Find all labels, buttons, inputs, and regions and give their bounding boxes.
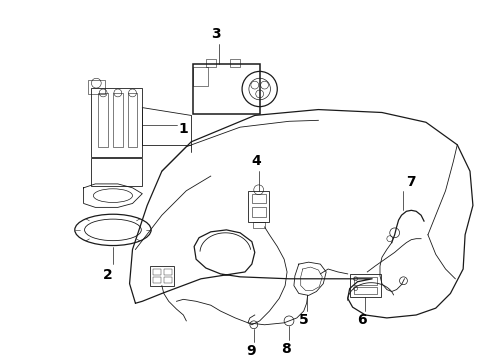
Bar bbox=[153, 277, 161, 283]
Bar bbox=[92, 88, 142, 157]
Bar bbox=[150, 266, 173, 285]
Bar bbox=[248, 191, 270, 222]
Text: 7: 7 bbox=[406, 175, 416, 189]
Text: 9: 9 bbox=[246, 344, 256, 358]
Bar bbox=[164, 269, 171, 275]
Bar bbox=[127, 93, 137, 147]
Bar bbox=[252, 194, 266, 203]
Bar bbox=[206, 59, 216, 67]
Text: 4: 4 bbox=[251, 154, 261, 168]
Bar bbox=[153, 269, 161, 275]
Bar bbox=[354, 287, 377, 294]
Text: 5: 5 bbox=[299, 313, 309, 327]
Bar bbox=[164, 277, 171, 283]
Text: 3: 3 bbox=[211, 27, 220, 41]
Bar bbox=[193, 67, 208, 86]
Bar bbox=[230, 59, 240, 67]
Bar bbox=[88, 80, 105, 94]
Bar bbox=[98, 93, 108, 147]
Text: 1: 1 bbox=[178, 122, 188, 136]
Bar bbox=[350, 274, 381, 297]
Bar bbox=[92, 158, 142, 186]
Bar bbox=[113, 93, 122, 147]
Bar bbox=[354, 277, 377, 285]
Text: 8: 8 bbox=[281, 342, 291, 356]
Bar bbox=[253, 222, 265, 228]
Bar bbox=[252, 207, 266, 217]
Text: 2: 2 bbox=[103, 268, 113, 282]
Bar bbox=[193, 64, 260, 114]
Text: 6: 6 bbox=[358, 313, 367, 327]
